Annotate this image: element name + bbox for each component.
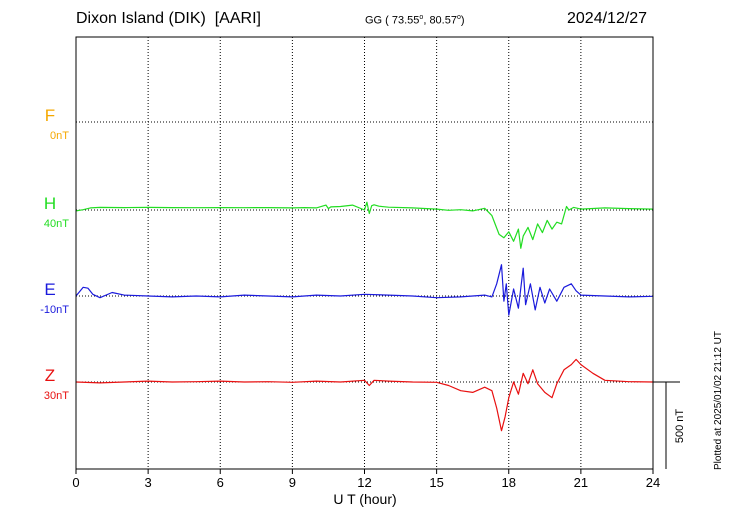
coords-lon: , 80.57: [423, 14, 457, 27]
x-tick-label: 24: [646, 475, 660, 490]
series-baseline-h: 40nT: [44, 218, 69, 230]
x-axis-label: U T (hour): [333, 491, 396, 507]
traces: [75, 201, 654, 432]
series-trace-e: [75, 264, 654, 316]
series-name-e: E: [44, 280, 55, 299]
x-tick-label: 12: [357, 475, 371, 490]
coords-close: ): [460, 14, 465, 27]
x-tick-label: 9: [289, 475, 296, 490]
scale-bar-label: 500 nT: [674, 409, 686, 444]
series-name-z: Z: [45, 366, 55, 385]
series-name-h: H: [44, 194, 56, 213]
station-name: Dixon Island (DIK): [76, 10, 206, 27]
x-tick-label: 6: [217, 475, 224, 490]
series-trace-h: [75, 201, 654, 249]
x-tick-label: 0: [72, 475, 79, 490]
station-title: Dixon Island (DIK) [AARI]: [76, 10, 261, 28]
series-labels: F 0nT H 40nT E -10nT Z 30nT: [40, 106, 69, 402]
plotted-note: Plotted at 2025/01/02 21:12 UT: [713, 331, 724, 470]
x-tick-label: 15: [429, 475, 443, 490]
coords-lat: GG ( 73.55: [365, 14, 420, 27]
series-baseline-f: 0nT: [50, 130, 69, 142]
grid-lines: [147, 37, 582, 469]
coords-lat-degree: o: [419, 14, 424, 21]
series-name-f: F: [45, 106, 55, 125]
scale-bar: 500 nT: [653, 381, 686, 469]
x-tick-label: 21: [574, 475, 588, 490]
x-ticks: 0 3 6 9 12 15 18 21 24: [72, 469, 660, 490]
date-label: 2024/12/27: [567, 10, 648, 27]
institute-label: [AARI]: [214, 10, 261, 27]
series-baseline-z: 30nT: [44, 390, 69, 402]
x-tick-label: 3: [145, 475, 152, 490]
coords-lon-degree: o: [456, 14, 461, 21]
coordinates: GG ( 73.55o, 80.57o): [365, 14, 465, 27]
series-trace-z: [75, 358, 654, 432]
series-baseline-e: -10nT: [40, 304, 69, 316]
x-tick-label: 18: [502, 475, 516, 490]
